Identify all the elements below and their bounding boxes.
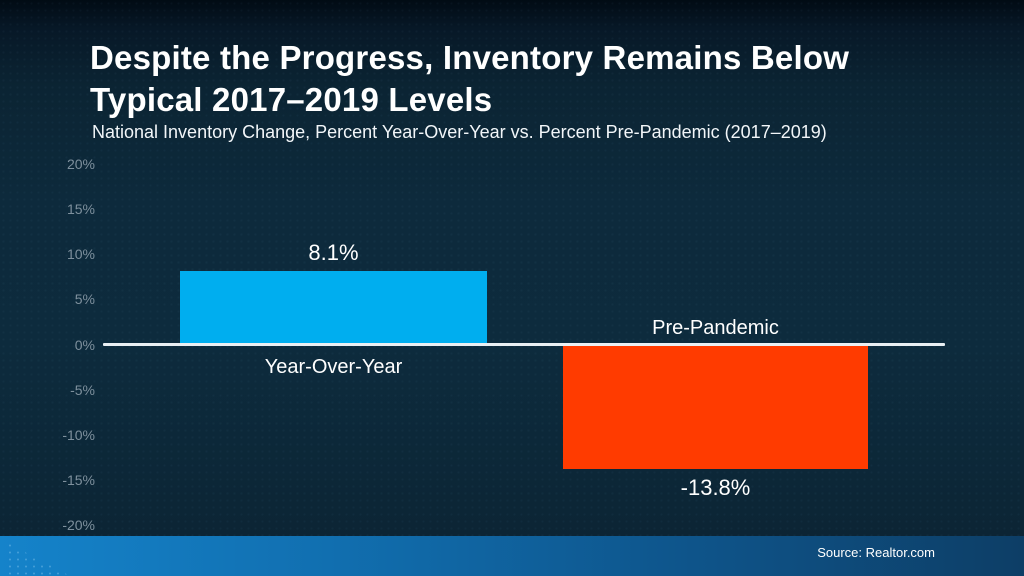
y-tick-label: 5% [74,291,95,308]
slide-title: Despite the Progress, Inventory Remains … [90,39,850,118]
y-tick-label: -10% [62,426,95,443]
bar-category-label-pre-pandemic: Pre-Pandemic [652,316,779,339]
bar-value-label-pre-pandemic: -13.8% [680,475,751,501]
y-tick-label: -15% [62,471,95,488]
y-tick-label: 0% [74,336,95,353]
zero-axis-line [103,343,945,346]
bar-value-label-yoy: 8.1% [308,240,359,266]
bar-category-label-yoy: Year-Over-Year [264,355,403,378]
bar-year-over-year [180,271,487,345]
source-text: Source: Realtor.com [817,545,935,560]
footer-bar: Source: Realtor.com [0,536,1024,576]
dots-pattern-decoration [6,542,70,576]
bar-pre-pandemic [563,344,868,470]
slide-subtitle: National Inventory Change, Percent Year-… [92,122,827,142]
y-tick-label: 15% [66,201,95,218]
y-tick-label: -20% [62,517,95,533]
y-tick-label: 20% [66,156,95,172]
y-tick-label: 10% [66,246,95,263]
y-tick-label: -5% [70,381,95,398]
